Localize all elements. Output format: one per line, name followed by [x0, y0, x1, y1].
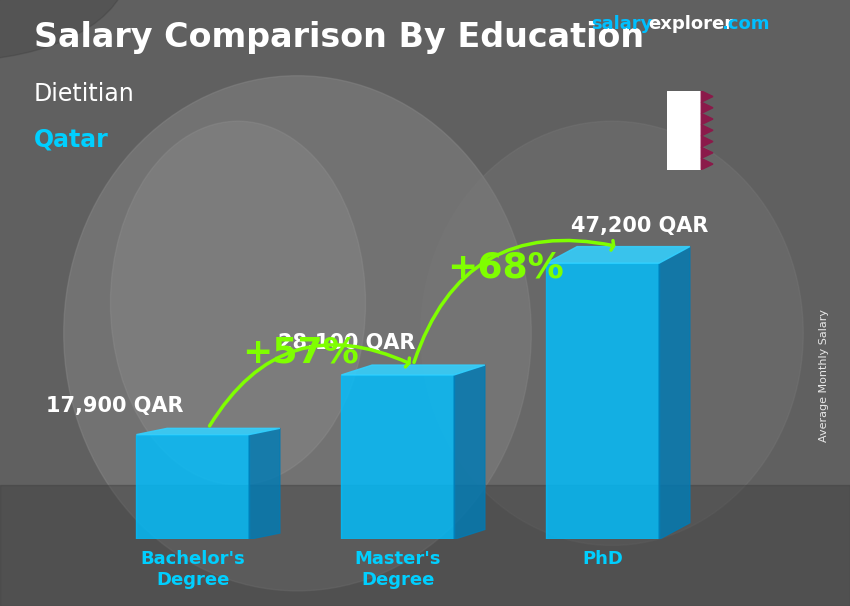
Text: .com: .com [721, 15, 769, 33]
Text: Dietitian: Dietitian [34, 82, 135, 106]
Text: Qatar: Qatar [34, 127, 109, 152]
Text: +68%: +68% [447, 251, 564, 285]
Polygon shape [136, 428, 280, 435]
Polygon shape [701, 136, 713, 147]
Ellipse shape [0, 0, 128, 61]
Ellipse shape [110, 121, 366, 485]
Polygon shape [659, 247, 690, 539]
Polygon shape [701, 113, 713, 125]
Polygon shape [701, 147, 713, 158]
Bar [136, 435, 249, 539]
Text: 17,900 QAR: 17,900 QAR [46, 396, 184, 416]
Bar [667, 91, 701, 170]
Bar [547, 263, 659, 539]
Polygon shape [701, 158, 713, 170]
Ellipse shape [64, 76, 531, 591]
Text: Average Monthly Salary: Average Monthly Salary [819, 309, 829, 442]
Text: +57%: +57% [242, 336, 359, 370]
Polygon shape [249, 428, 280, 539]
Bar [342, 375, 454, 539]
Text: explorer: explorer [649, 15, 734, 33]
Polygon shape [454, 365, 484, 539]
Text: Salary Comparison By Education: Salary Comparison By Education [34, 21, 644, 54]
Polygon shape [342, 365, 484, 375]
Polygon shape [701, 125, 713, 136]
Text: 47,200 QAR: 47,200 QAR [571, 216, 708, 236]
Polygon shape [547, 247, 690, 263]
Polygon shape [701, 91, 713, 102]
Bar [0, 485, 850, 606]
Text: salary: salary [591, 15, 652, 33]
Ellipse shape [421, 121, 803, 545]
Polygon shape [701, 102, 713, 113]
Text: 28,100 QAR: 28,100 QAR [278, 333, 415, 353]
